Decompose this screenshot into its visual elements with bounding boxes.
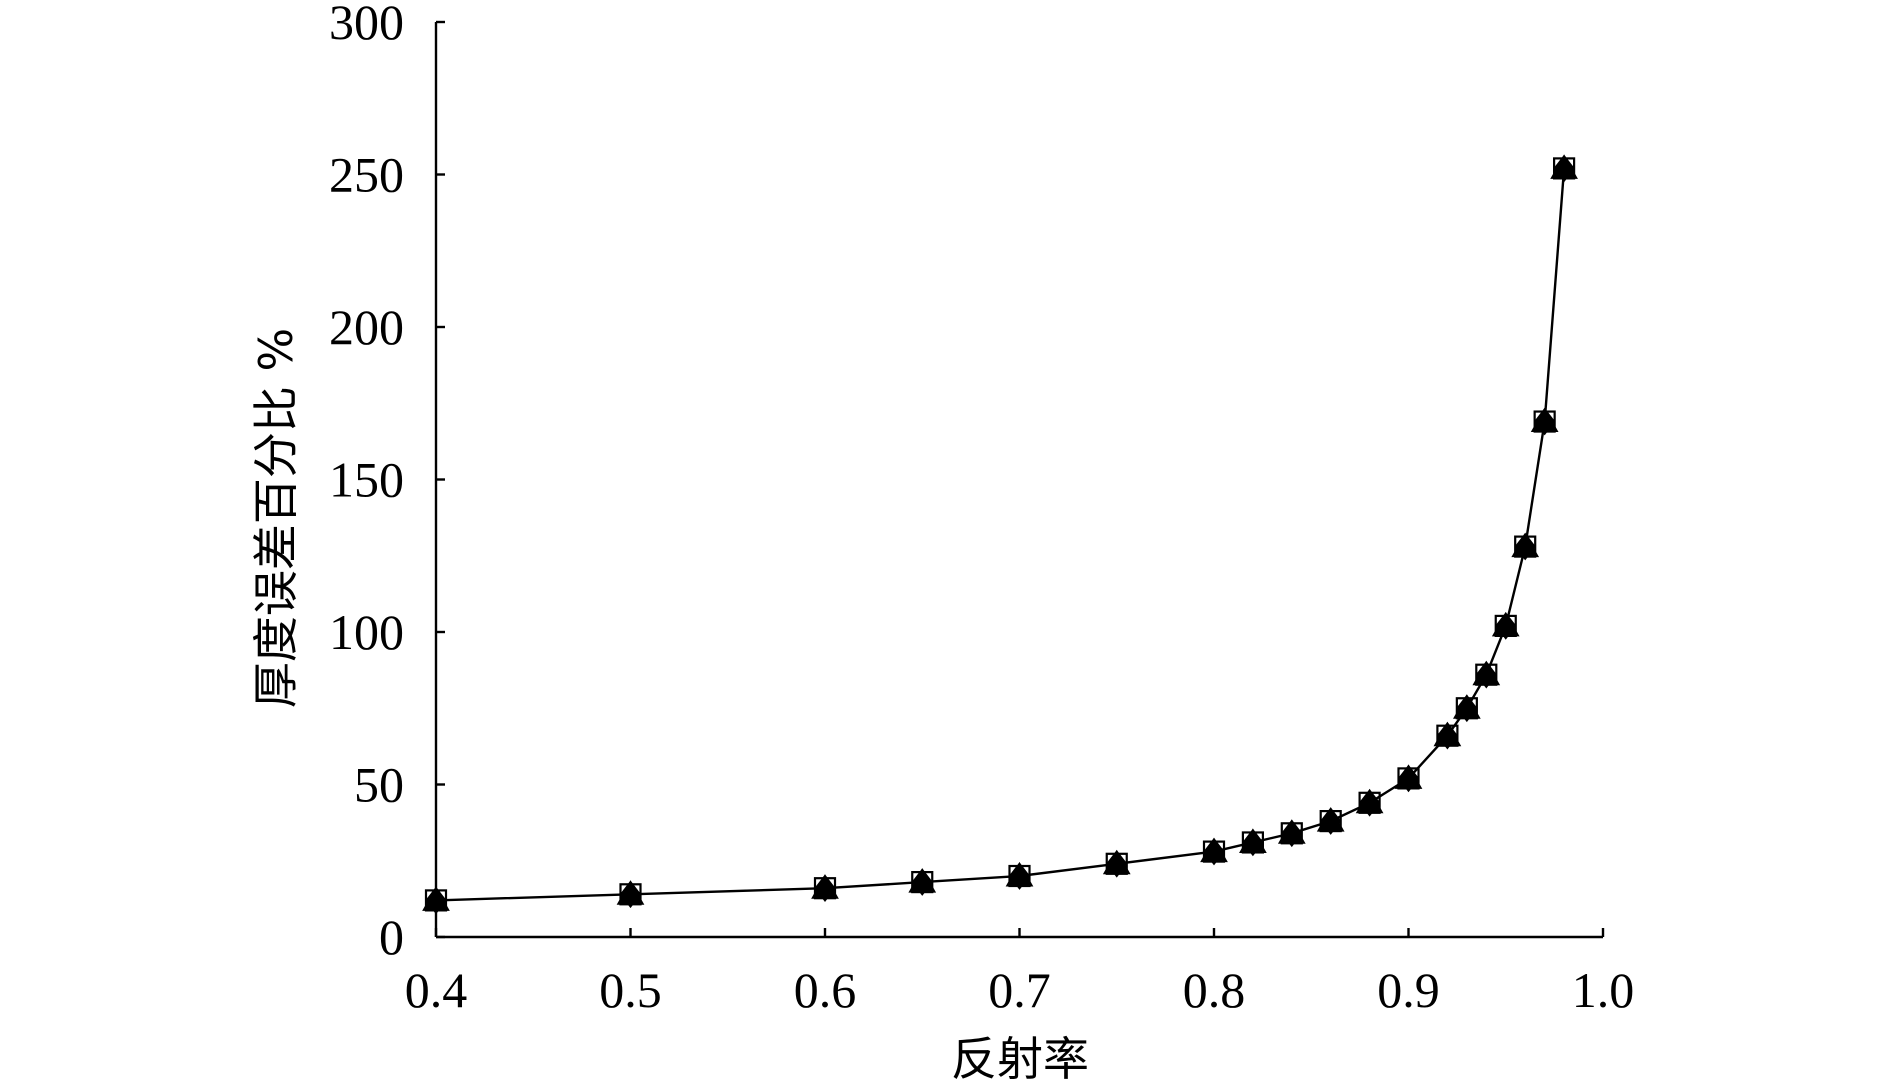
data-point bbox=[1239, 828, 1267, 857]
data-point bbox=[1472, 660, 1501, 689]
square-marker bbox=[1358, 791, 1381, 814]
square-marker bbox=[813, 877, 837, 900]
data-point bbox=[616, 880, 645, 909]
data-point bbox=[1433, 721, 1462, 750]
data-point bbox=[908, 868, 937, 896]
x-tick-label: 0.6 bbox=[794, 962, 857, 1018]
y-tick-label: 100 bbox=[329, 604, 404, 660]
square-marker bbox=[1280, 822, 1303, 845]
data-point bbox=[1355, 788, 1384, 817]
data-point bbox=[811, 874, 839, 903]
data-point bbox=[422, 886, 450, 915]
y-tick-label: 200 bbox=[329, 299, 404, 355]
square-marker bbox=[1475, 663, 1498, 686]
data-point bbox=[1550, 154, 1578, 183]
square-marker bbox=[1552, 157, 1576, 180]
data-point bbox=[1102, 849, 1131, 878]
data-point bbox=[1511, 532, 1540, 561]
x-axis-title: 反射率 bbox=[951, 1032, 1089, 1086]
square-marker bbox=[911, 870, 934, 894]
square-marker bbox=[1436, 724, 1459, 747]
square-marker bbox=[1105, 852, 1128, 875]
data-point bbox=[1452, 694, 1481, 723]
data-point bbox=[1394, 764, 1423, 793]
y-tick-label: 150 bbox=[329, 452, 404, 508]
square-marker bbox=[424, 889, 448, 912]
square-marker bbox=[1514, 535, 1537, 558]
y-axis-ticks: 0 50 100 150 200 250 300 bbox=[329, 0, 445, 965]
x-tick-label: 0.7 bbox=[988, 962, 1051, 1018]
data-point bbox=[1200, 837, 1228, 866]
square-marker bbox=[1241, 831, 1265, 854]
data-point bbox=[1491, 611, 1520, 640]
data-point bbox=[1005, 861, 1034, 890]
y-tick-label: 250 bbox=[329, 147, 404, 203]
y-tick-label: 50 bbox=[354, 757, 404, 813]
data-point bbox=[1530, 407, 1559, 436]
data-point bbox=[1316, 807, 1345, 835]
x-tick-label: 0.5 bbox=[599, 962, 662, 1018]
x-tick-label: 0.4 bbox=[405, 962, 468, 1018]
x-tick-label: 1.0 bbox=[1572, 962, 1635, 1018]
x-axis-ticks: 0.4 0.5 0.6 0.7 0.8 0.9 1.0 bbox=[405, 928, 1635, 1018]
square-marker bbox=[619, 883, 642, 906]
square-marker bbox=[1319, 809, 1342, 833]
y-axis-title: 厚度误差百分比 % bbox=[249, 328, 303, 708]
square-marker bbox=[1397, 767, 1420, 790]
square-marker bbox=[1008, 864, 1031, 888]
x-tick-label: 0.8 bbox=[1183, 962, 1246, 1018]
square-marker bbox=[1455, 697, 1478, 720]
axes bbox=[434, 22, 1603, 939]
data-point bbox=[1277, 819, 1306, 848]
y-tick-label: 0 bbox=[379, 909, 404, 965]
x-tick-label: 0.9 bbox=[1377, 962, 1440, 1018]
y-tick-label: 300 bbox=[329, 0, 404, 50]
square-marker bbox=[1202, 840, 1226, 863]
series-line bbox=[435, 168, 1566, 902]
square-marker bbox=[1494, 614, 1517, 638]
data-series bbox=[422, 154, 1578, 915]
square-marker bbox=[1533, 410, 1556, 433]
